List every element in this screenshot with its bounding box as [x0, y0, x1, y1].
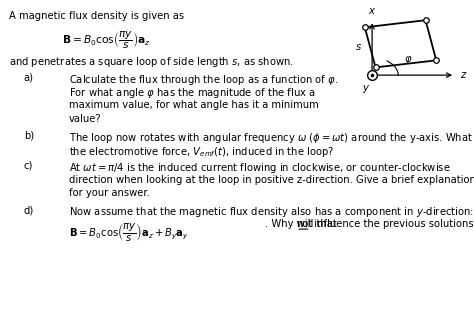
- Text: not: not: [296, 219, 312, 229]
- Text: d): d): [24, 205, 34, 215]
- Text: . Why will that: . Why will that: [265, 219, 340, 229]
- Text: The loop now rotates with angular frequency $\omega$ ($\phi = \omega t$) around : The loop now rotates with angular freque…: [69, 131, 474, 145]
- Text: the electromotive force, $V_{emf}(t)$, induced in the loop?: the electromotive force, $V_{emf}(t)$, i…: [69, 145, 334, 159]
- Text: value?: value?: [69, 114, 101, 124]
- Text: maximum value, for what angle has it a minimum: maximum value, for what angle has it a m…: [69, 100, 319, 110]
- Text: a): a): [24, 73, 34, 83]
- Text: direction when looking at the loop in positive z-direction. Give a brief explana: direction when looking at the loop in po…: [69, 175, 474, 185]
- Text: c): c): [24, 161, 33, 171]
- Text: Now assume that the magnetic flux density also has a component in $y$-direction:: Now assume that the magnetic flux densit…: [69, 205, 474, 219]
- Text: A magnetic flux density is given as: A magnetic flux density is given as: [9, 11, 184, 21]
- Text: $\mathbf{B} = B_0 \cos\!\left(\dfrac{\pi y}{s}\right)\mathbf{a}_z + B_y\mathbf{a: $\mathbf{B} = B_0 \cos\!\left(\dfrac{\pi…: [69, 221, 189, 243]
- Text: and penetrates a square loop of side length $s$, as shown.: and penetrates a square loop of side len…: [9, 55, 294, 69]
- Text: $z$: $z$: [460, 70, 467, 80]
- Text: $\varphi$: $\varphi$: [404, 54, 413, 66]
- Text: Calculate the flux through the loop as a function of $\varphi$.: Calculate the flux through the loop as a…: [69, 73, 338, 87]
- Text: for your answer.: for your answer.: [69, 188, 150, 198]
- Text: For what angle $\varphi$ has the magnitude of the flux a: For what angle $\varphi$ has the magnitu…: [69, 86, 315, 100]
- Text: $x$: $x$: [368, 6, 376, 16]
- Text: b): b): [24, 131, 34, 141]
- Text: $s$: $s$: [355, 42, 362, 52]
- Text: $y$: $y$: [362, 83, 371, 95]
- Text: $\mathbf{B} = B_0 \cos\!\left(\dfrac{\pi y}{s}\right)\mathbf{a}_z$: $\mathbf{B} = B_0 \cos\!\left(\dfrac{\pi…: [62, 30, 150, 51]
- Text: influence the previous solutions?: influence the previous solutions?: [311, 219, 474, 229]
- Text: At $\omega t = \pi/4$ is the induced current flowing in clockwise, or counter-cl: At $\omega t = \pi/4$ is the induced cur…: [69, 161, 450, 175]
